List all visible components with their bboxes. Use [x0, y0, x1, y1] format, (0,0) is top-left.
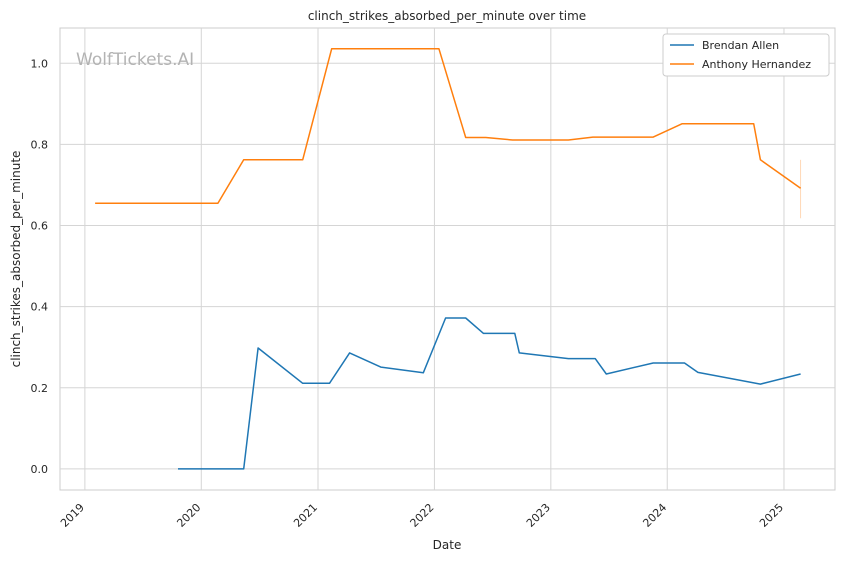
legend-box	[662, 33, 830, 77]
legend-label-brendan-allen: Brendan Allen	[702, 39, 779, 52]
y-tick-label: 0.8	[31, 138, 49, 151]
watermark: WolfTickets.AI	[76, 50, 194, 70]
x-tick-label: 2024	[640, 501, 669, 530]
plot-area: WolfTickets.AI	[59, 27, 836, 491]
series-line-brendan-allen	[178, 317, 801, 470]
x-tick-label: 2019	[58, 501, 87, 530]
legend: Brendan Allen Anthony Hernandez	[662, 33, 830, 77]
x-tick-labels: 2019 2020 2021 2022 2023 2024 2025	[58, 501, 786, 530]
y-tick-label: 1.0	[31, 57, 49, 70]
x-tick-label: 2025	[757, 501, 786, 530]
y-tick-label: 0.2	[31, 382, 49, 395]
y-tick-labels: 0.0 0.2 0.4 0.6 0.8 1.0	[31, 57, 49, 476]
plot-frame	[59, 27, 836, 491]
series-line-anthony-hernandez	[95, 47, 802, 204]
y-tick-label: 0.4	[31, 301, 49, 314]
chart-title: clinch_strikes_absorbed_per_minute over …	[308, 9, 586, 23]
x-tick-label: 2020	[174, 501, 203, 530]
x-tick-label: 2022	[408, 501, 437, 530]
series-layer	[95, 47, 802, 470]
x-tick-label: 2021	[291, 501, 320, 530]
y-tick-label: 0.0	[31, 463, 49, 476]
x-gridlines	[84, 28, 785, 490]
legend-label-anthony-hernandez: Anthony Hernandez	[702, 58, 811, 71]
x-axis-label: Date	[433, 538, 462, 552]
y-tick-label: 0.6	[31, 220, 49, 233]
y-axis-label: clinch_strikes_absorbed_per_minute	[9, 151, 23, 368]
x-tick-label: 2023	[524, 501, 553, 530]
